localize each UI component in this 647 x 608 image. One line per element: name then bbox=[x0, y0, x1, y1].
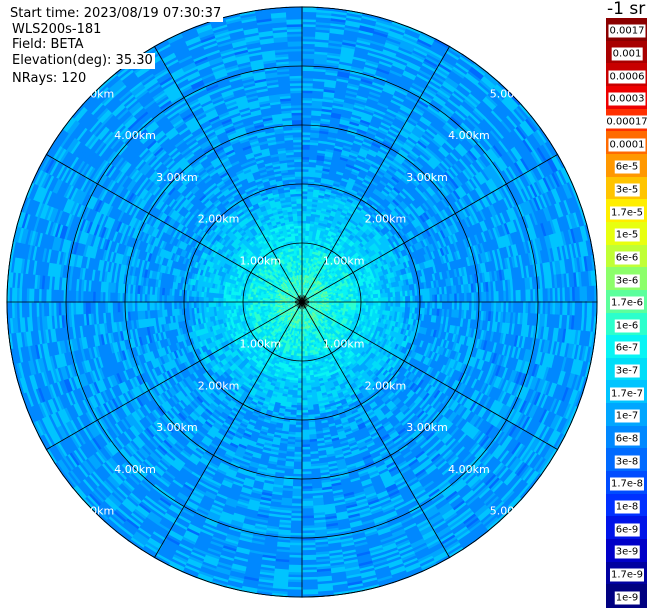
ppi-chart: 1.00km1.00km1.00km1.00km2.00km2.00km2.00… bbox=[0, 0, 606, 607]
